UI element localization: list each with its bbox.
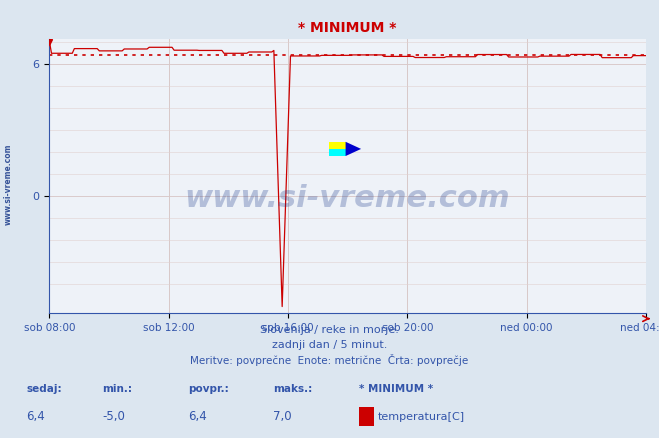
Bar [329,142,345,149]
Text: www.si-vreme.com: www.si-vreme.com [185,184,511,213]
Text: sedaj:: sedaj: [26,384,62,394]
Text: Slovenija / reke in morje.: Slovenija / reke in morje. [260,325,399,335]
Text: 6,4: 6,4 [26,410,45,424]
Polygon shape [345,142,361,156]
Text: 6,4: 6,4 [188,410,206,424]
Text: * MINIMUM *: * MINIMUM * [359,384,433,394]
Text: min.:: min.: [102,384,132,394]
Text: Meritve: povprečne  Enote: metrične  Črta: povprečje: Meritve: povprečne Enote: metrične Črta:… [190,353,469,366]
Text: www.si-vreme.com: www.si-vreme.com [3,143,13,225]
Text: -5,0: -5,0 [102,410,125,424]
Text: zadnji dan / 5 minut.: zadnji dan / 5 minut. [272,340,387,350]
Text: temperatura[C]: temperatura[C] [378,413,465,423]
Text: povpr.:: povpr.: [188,384,229,394]
Title: * MINIMUM *: * MINIMUM * [299,21,397,35]
Bar [329,149,345,156]
Text: 7,0: 7,0 [273,410,292,424]
Text: maks.:: maks.: [273,384,313,394]
